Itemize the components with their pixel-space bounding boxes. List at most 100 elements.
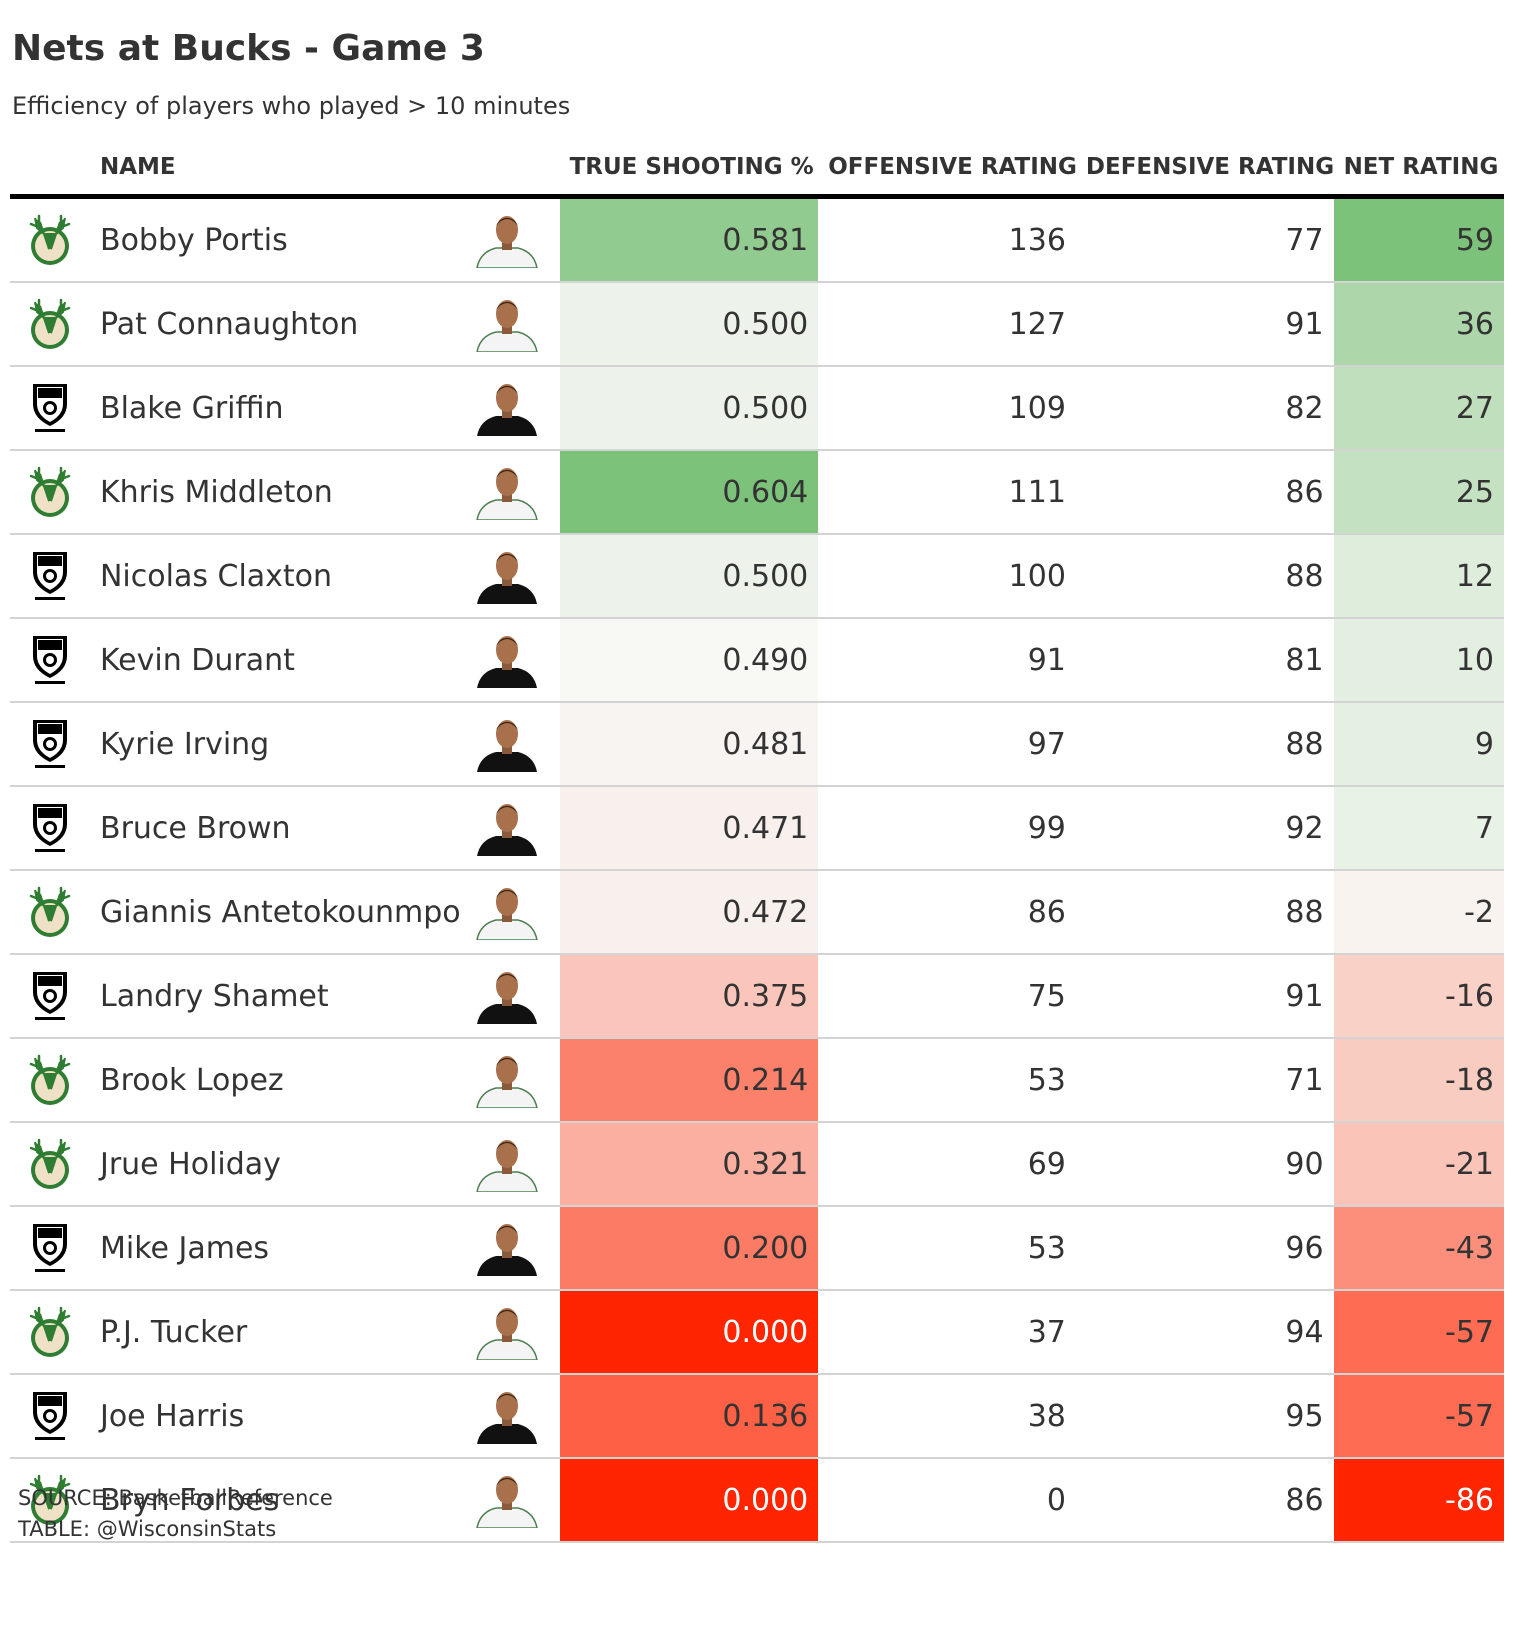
net-rating-cell: 27 [1333,366,1504,451]
player-name: P.J. Tucker [89,1290,455,1375]
defensive-rating-cell: 92 [1075,786,1334,871]
defensive-rating-cell: 95 [1075,1374,1334,1459]
true-shooting-cell: 0.471 [559,786,819,871]
defensive-rating-cell: 81 [1075,618,1334,703]
bucks-logo-icon [10,282,90,367]
table-body: Bobby Portis 0.581 136 77 59 Pat Connaughton 0… [10,196,1504,1543]
header-defensive-rating: DEFENSIVE RATING [1075,140,1334,199]
net-rating-cell: -86 [1333,1458,1504,1543]
table-row: Mike James 0.200 53 96 -43 [10,1206,1504,1291]
defensive-rating-cell: 77 [1075,196,1334,283]
player-headshot-icon [454,702,560,787]
nets-logo-icon [10,954,90,1039]
net-rating-cell: -18 [1333,1038,1504,1123]
true-shooting-cell: 0.136 [559,1374,819,1459]
defensive-rating-cell: 82 [1075,366,1334,451]
player-headshot-icon [454,450,560,535]
header-logo [10,140,90,199]
header-name: NAME [89,140,455,199]
nets-logo-icon [10,1206,90,1291]
table-row: Bruce Brown 0.471 99 92 7 [10,786,1504,871]
net-rating-cell: 59 [1333,196,1504,283]
player-headshot-icon [454,1038,560,1123]
true-shooting-cell: 0.581 [559,196,819,283]
offensive-rating-cell: 53 [818,1038,1076,1123]
player-headshot-icon [454,196,560,283]
net-rating-cell: 36 [1333,282,1504,367]
nets-logo-icon [10,534,90,619]
net-rating-cell: 10 [1333,618,1504,703]
table-row: Jrue Holiday 0.321 69 90 -21 [10,1122,1504,1207]
defensive-rating-cell: 88 [1075,870,1334,955]
table-row: Landry Shamet 0.375 75 91 -16 [10,954,1504,1039]
offensive-rating-cell: 37 [818,1290,1076,1375]
player-headshot-icon [454,870,560,955]
player-name: Bruce Brown [89,786,455,871]
offensive-rating-cell: 0 [818,1458,1076,1543]
player-headshot-icon [454,786,560,871]
true-shooting-cell: 0.375 [559,954,819,1039]
header-net-rating: NET RATING [1333,140,1504,199]
bucks-logo-icon [10,450,90,535]
defensive-rating-cell: 88 [1075,534,1334,619]
bucks-logo-icon [10,1122,90,1207]
table-row: Khris Middleton 0.604 111 86 25 [10,450,1504,535]
true-shooting-cell: 0.500 [559,282,819,367]
table-row: Kyrie Irving 0.481 97 88 9 [10,702,1504,787]
offensive-rating-cell: 100 [818,534,1076,619]
table-row: Giannis Antetokounmpo 0.472 86 88 -2 [10,870,1504,955]
defensive-rating-cell: 71 [1075,1038,1334,1123]
net-rating-cell: -57 [1333,1290,1504,1375]
player-name: Kyrie Irving [89,702,455,787]
net-rating-cell: 12 [1333,534,1504,619]
header-row: NAME TRUE SHOOTING % OFFENSIVE RATING DE… [10,140,1504,199]
true-shooting-cell: 0.200 [559,1206,819,1291]
net-rating-cell: 25 [1333,450,1504,535]
offensive-rating-cell: 53 [818,1206,1076,1291]
offensive-rating-cell: 109 [818,366,1076,451]
offensive-rating-cell: 127 [818,282,1076,367]
player-headshot-icon [454,366,560,451]
player-headshot-icon [454,1374,560,1459]
player-name: Joe Harris [89,1374,455,1459]
net-rating-cell: -43 [1333,1206,1504,1291]
true-shooting-cell: 0.481 [559,702,819,787]
player-headshot-icon [454,1458,560,1543]
player-name: Landry Shamet [89,954,455,1039]
true-shooting-cell: 0.604 [559,450,819,535]
net-rating-cell: 7 [1333,786,1504,871]
net-rating-cell: -57 [1333,1374,1504,1459]
table-row: Pat Connaughton 0.500 127 91 36 [10,282,1504,367]
player-name: Mike James [89,1206,455,1291]
offensive-rating-cell: 69 [818,1122,1076,1207]
offensive-rating-cell: 86 [818,870,1076,955]
net-rating-cell: -21 [1333,1122,1504,1207]
player-name: Jrue Holiday [89,1122,455,1207]
source-note: SOURCE: BasketballReference [18,1486,333,1510]
player-name: Bobby Portis [89,196,455,283]
player-headshot-icon [454,954,560,1039]
offensive-rating-cell: 111 [818,450,1076,535]
player-name: Blake Griffin [89,366,455,451]
true-shooting-cell: 0.500 [559,534,819,619]
nets-logo-icon [10,1374,90,1459]
defensive-rating-cell: 90 [1075,1122,1334,1207]
defensive-rating-cell: 96 [1075,1206,1334,1291]
nets-logo-icon [10,702,90,787]
nets-logo-icon [10,786,90,871]
player-headshot-icon [454,618,560,703]
net-rating-cell: -16 [1333,954,1504,1039]
player-headshot-icon [454,534,560,619]
header-photo [454,140,560,199]
offensive-rating-cell: 91 [818,618,1076,703]
chart-title: Nets at Bucks - Game 3 [12,28,485,69]
true-shooting-cell: 0.000 [559,1290,819,1375]
chart-subtitle: Efficiency of players who played > 10 mi… [12,92,571,120]
table-row: Joe Harris 0.136 38 95 -57 [10,1374,1504,1459]
bucks-logo-icon [10,1458,90,1543]
player-headshot-icon [454,1206,560,1291]
defensive-rating-cell: 91 [1075,954,1334,1039]
nets-logo-icon [10,618,90,703]
table-row: Kevin Durant 0.490 91 81 10 [10,618,1504,703]
table-row: Bryn Forbes 0.000 0 86 -86 [10,1458,1504,1543]
